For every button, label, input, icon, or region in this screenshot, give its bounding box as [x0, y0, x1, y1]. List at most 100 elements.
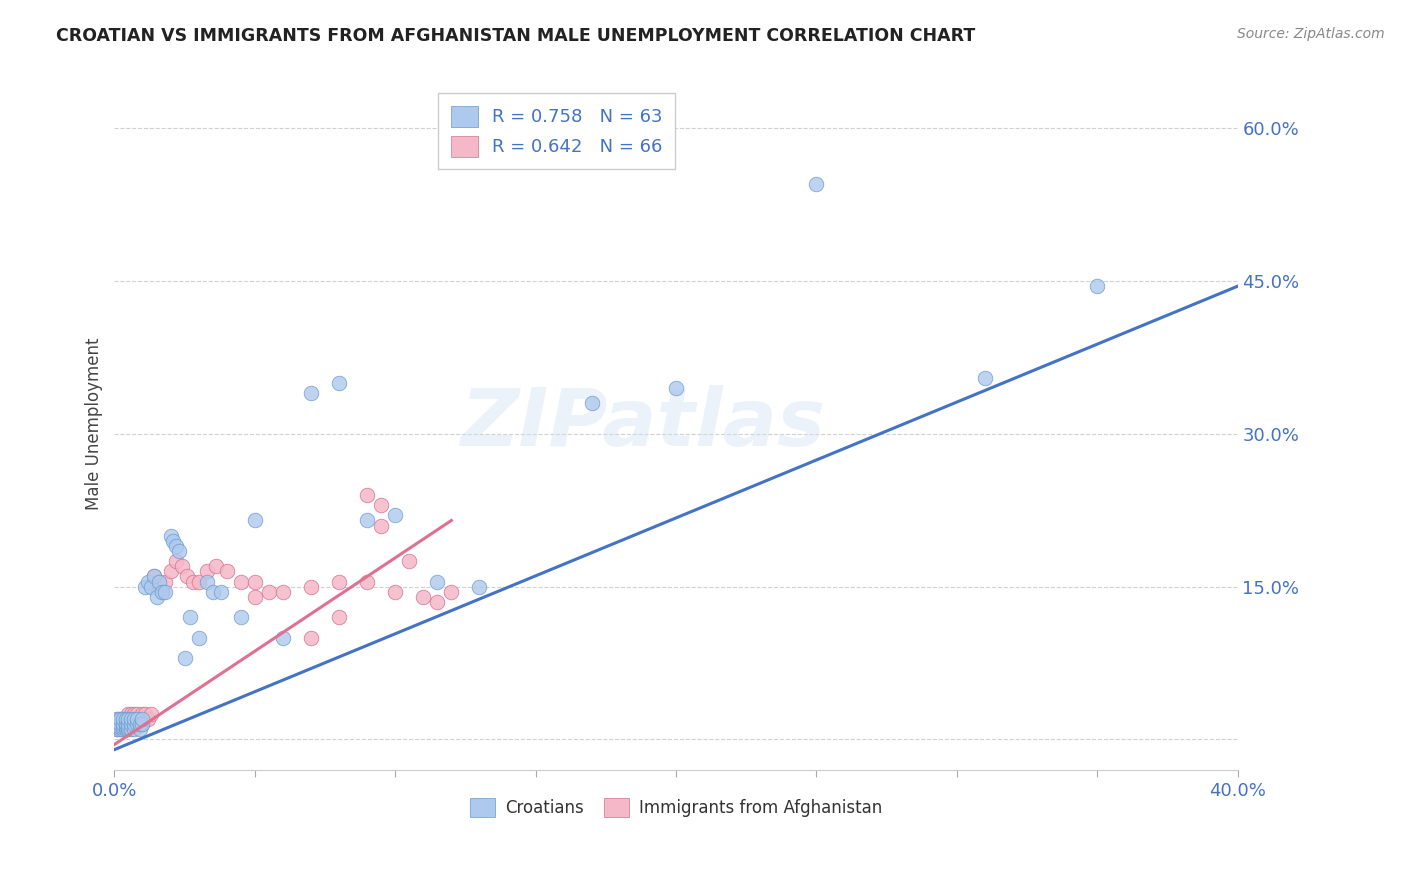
Point	[120, 712, 142, 726]
Point	[131, 712, 153, 726]
Point	[195, 574, 218, 589]
Point	[179, 610, 201, 624]
Point	[125, 717, 148, 731]
Text: CROATIAN VS IMMIGRANTS FROM AFGHANISTAN MALE UNEMPLOYMENT CORRELATION CHART: CROATIAN VS IMMIGRANTS FROM AFGHANISTAN …	[56, 27, 976, 45]
Point	[125, 712, 148, 726]
Point	[122, 717, 145, 731]
Point	[165, 554, 187, 568]
Text: Source: ZipAtlas.com: Source: ZipAtlas.com	[1237, 27, 1385, 41]
Point	[370, 498, 392, 512]
Point	[145, 590, 167, 604]
Point	[271, 584, 294, 599]
Point	[120, 717, 142, 731]
Point	[384, 508, 406, 523]
Point	[105, 717, 128, 731]
Point	[153, 584, 176, 599]
Point	[426, 574, 449, 589]
Point	[148, 574, 170, 589]
Point	[117, 723, 139, 737]
Point	[128, 712, 150, 726]
Point	[111, 720, 134, 734]
Point	[136, 574, 159, 589]
Point	[209, 584, 232, 599]
Point	[1085, 279, 1108, 293]
Point	[122, 712, 145, 726]
Point	[806, 178, 828, 192]
Point	[128, 717, 150, 731]
Point	[108, 712, 131, 726]
Point	[131, 717, 153, 731]
Point	[117, 712, 139, 726]
Point	[117, 723, 139, 737]
Point	[105, 723, 128, 737]
Point	[356, 488, 378, 502]
Point	[370, 518, 392, 533]
Point	[139, 706, 162, 721]
Point	[117, 706, 139, 721]
Point	[125, 706, 148, 721]
Point	[114, 723, 136, 737]
Point	[111, 723, 134, 737]
Point	[105, 717, 128, 731]
Point	[398, 554, 420, 568]
Point	[150, 584, 173, 599]
Point	[111, 717, 134, 731]
Point	[111, 712, 134, 726]
Point	[108, 717, 131, 731]
Point	[145, 580, 167, 594]
Point	[125, 712, 148, 726]
Point	[162, 533, 184, 548]
Point	[134, 712, 156, 726]
Point	[384, 584, 406, 599]
Point	[167, 544, 190, 558]
Point	[128, 723, 150, 737]
Point	[105, 712, 128, 726]
Point	[120, 717, 142, 731]
Point	[114, 712, 136, 726]
Point	[120, 706, 142, 721]
Point	[426, 595, 449, 609]
Text: ZIPatlas: ZIPatlas	[460, 384, 825, 463]
Point	[134, 706, 156, 721]
Point	[142, 569, 165, 583]
Point	[114, 712, 136, 726]
Point	[170, 559, 193, 574]
Point	[134, 580, 156, 594]
Point	[299, 580, 322, 594]
Point	[173, 651, 195, 665]
Point	[204, 559, 226, 574]
Point	[215, 565, 238, 579]
Point	[122, 723, 145, 737]
Point	[122, 706, 145, 721]
Point	[440, 584, 463, 599]
Point	[229, 574, 252, 589]
Point	[468, 580, 491, 594]
Point	[117, 717, 139, 731]
Point	[108, 723, 131, 737]
Point	[114, 717, 136, 731]
Point	[665, 381, 688, 395]
Point	[176, 569, 198, 583]
Point	[271, 631, 294, 645]
Point	[125, 717, 148, 731]
Point	[299, 631, 322, 645]
Point	[122, 717, 145, 731]
Point	[165, 539, 187, 553]
Point	[114, 723, 136, 737]
Point	[973, 371, 995, 385]
Point	[117, 712, 139, 726]
Point	[105, 712, 128, 726]
Point	[243, 513, 266, 527]
Point	[328, 610, 350, 624]
Point	[229, 610, 252, 624]
Point	[122, 712, 145, 726]
Point	[105, 723, 128, 737]
Point	[356, 513, 378, 527]
Point	[159, 529, 181, 543]
Point	[139, 580, 162, 594]
Point	[299, 386, 322, 401]
Point	[117, 720, 139, 734]
Point	[187, 631, 209, 645]
Y-axis label: Male Unemployment: Male Unemployment	[86, 337, 103, 510]
Point	[111, 712, 134, 726]
